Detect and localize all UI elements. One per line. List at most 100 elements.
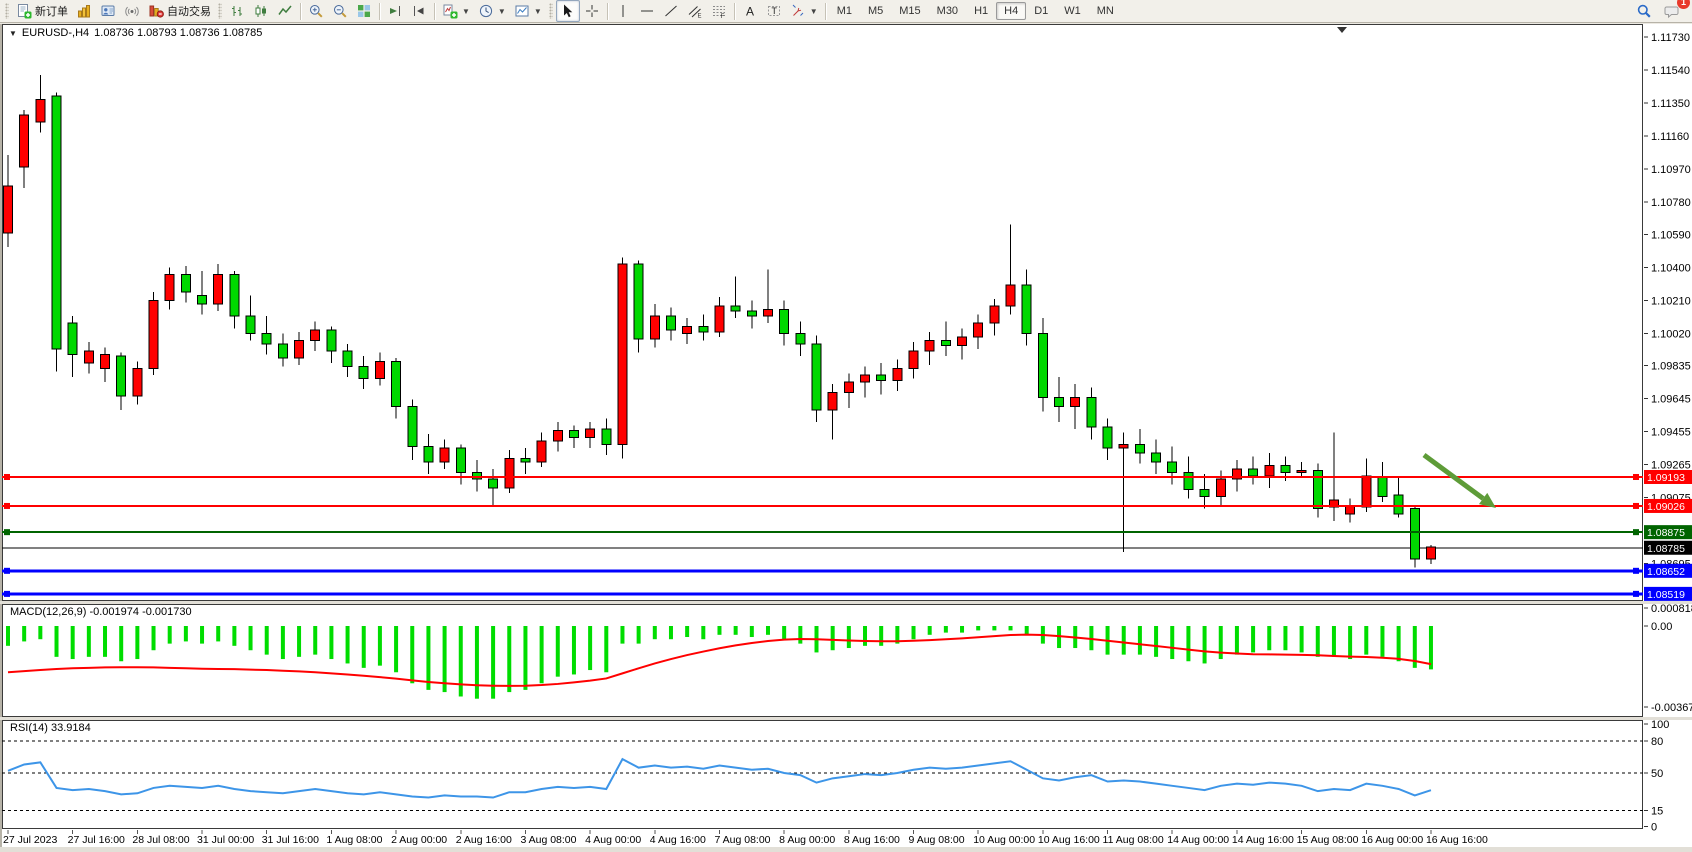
time-axis[interactable]: 27 Jul 2023 27 Jul 16:00 28 Jul 08:00 31 Ju… <box>3 830 1488 846</box>
signals-button[interactable] <box>120 0 144 22</box>
templates-button[interactable]: ▼ <box>510 0 546 22</box>
tf-button-d1[interactable]: D1 <box>1034 5 1049 17</box>
tile-windows-icon <box>358 5 370 17</box>
svg-text:8 Aug 16:00: 8 Aug 16:00 <box>844 834 900 846</box>
macd-bar <box>410 626 415 684</box>
svg-text:10 Aug 16:00: 10 Aug 16:00 <box>1038 834 1100 846</box>
arrows-tool-button[interactable]: ▼ <box>786 0 822 22</box>
macd-bar <box>1348 626 1353 660</box>
line-chart-icon <box>277 3 293 19</box>
macd-bar <box>86 626 91 657</box>
crosshair-icon <box>585 5 598 17</box>
text-label-tool-button[interactable]: T <box>762 0 786 22</box>
macd-bar <box>701 626 706 640</box>
chart-shift-button[interactable] <box>407 0 431 22</box>
candlestick-icon <box>253 3 266 19</box>
toolbar-grip[interactable] <box>218 3 222 19</box>
svg-text:1.09265: 1.09265 <box>1651 460 1691 472</box>
tf-button-mn[interactable]: MN <box>1096 5 1114 17</box>
bar-chart-icon <box>229 3 245 19</box>
text-icon: A <box>746 5 754 19</box>
svg-text:1.09193: 1.09193 <box>1647 472 1685 484</box>
macd-bar <box>846 626 851 649</box>
periods-button[interactable]: ▼ <box>474 0 510 22</box>
svg-text:T: T <box>771 6 777 16</box>
notifications-button[interactable]: 1 <box>1660 0 1690 22</box>
toolbar-grip[interactable] <box>548 3 553 19</box>
line-chart-mode-button[interactable] <box>273 0 297 22</box>
chevron-down-icon: ▼ <box>497 6 506 16</box>
rsi-pane: 100 80 50 15 0 <box>2 719 1669 833</box>
toolbar-separator <box>379 2 380 20</box>
svg-text:1.08519: 1.08519 <box>1647 589 1685 601</box>
tf-button-m1[interactable]: M1 <box>836 5 852 17</box>
down-arrow-annotation[interactable] <box>1422 452 1496 508</box>
macd-bar <box>1428 626 1433 670</box>
macd-bar <box>960 626 965 633</box>
tf-button-m30[interactable]: M30 <box>936 5 959 17</box>
indicators-button[interactable]: ▼ <box>438 0 474 22</box>
svg-text:1.11160: 1.11160 <box>1651 131 1689 143</box>
search-button[interactable] <box>1632 0 1656 22</box>
profiles-button[interactable] <box>96 0 120 22</box>
text-tool-button[interactable]: A <box>738 0 762 22</box>
autotrading-button[interactable]: 自动交易 <box>144 0 215 22</box>
fibonacci-tool-button[interactable]: F <box>707 0 731 22</box>
indicators-icon <box>442 3 458 19</box>
svg-text:1.11540: 1.11540 <box>1651 65 1690 77</box>
macd-bar <box>1380 626 1385 657</box>
svg-text:1.09835: 1.09835 <box>1651 361 1691 373</box>
macd-bar <box>652 626 657 640</box>
chart-canvas[interactable]: 1.11730 1.11540 1.11350 1.11160 1.10970 1.107… <box>0 24 1692 852</box>
tf-button-h1[interactable]: H1 <box>974 5 989 17</box>
symbol-dropdown-icon[interactable]: ▼ <box>9 28 17 38</box>
svg-text:1.09455: 1.09455 <box>1651 427 1691 439</box>
svg-text:16 Aug 16:00: 16 Aug 16:00 <box>1426 834 1488 846</box>
hline-objects[interactable] <box>2 473 1643 597</box>
clock-icon <box>478 3 494 19</box>
text-label-icon: T <box>766 6 782 16</box>
rsi-indicator-label: RSI(14) 33.9184 <box>10 722 91 734</box>
tile-windows-button[interactable] <box>352 0 376 22</box>
horizontal-line-tool-button[interactable] <box>635 0 659 22</box>
toolbar-separator <box>434 2 435 20</box>
channel-tool-button[interactable]: E <box>683 0 707 22</box>
macd-bar <box>976 626 981 631</box>
trendline-tool-button[interactable] <box>659 0 683 22</box>
macd-bar <box>927 626 932 635</box>
tf-button-h4[interactable]: H4 <box>996 2 1027 20</box>
svg-text:1.09645: 1.09645 <box>1651 394 1691 406</box>
zoom-out-button[interactable] <box>328 0 352 22</box>
cursor-tool-button[interactable] <box>555 0 580 22</box>
macd-bar <box>345 626 350 664</box>
tf-button-w1[interactable]: W1 <box>1064 5 1081 17</box>
auto-scroll-button[interactable] <box>383 0 407 22</box>
macd-bar <box>620 626 625 644</box>
svg-text:2 Aug 00:00: 2 Aug 00:00 <box>391 834 447 846</box>
tf-button-m15[interactable]: M15 <box>899 5 921 17</box>
svg-text:27 Jul 2023: 27 Jul 2023 <box>3 834 57 846</box>
chevron-down-icon: ▼ <box>809 6 818 16</box>
bar-chart-mode-button[interactable] <box>225 0 249 22</box>
tf-button-m5[interactable]: M5 <box>867 5 884 17</box>
new-order-button[interactable]: 新订单 <box>12 0 72 22</box>
macd-bar <box>1154 626 1159 657</box>
candlestick-mode-button[interactable] <box>249 0 273 22</box>
macd-bar <box>1364 626 1369 655</box>
macd-bar <box>717 626 722 635</box>
macd-bar <box>1234 626 1239 655</box>
vertical-line-tool-button[interactable] <box>611 0 635 22</box>
macd-bar <box>507 626 512 693</box>
new-chart-button[interactable] <box>72 0 96 22</box>
macd-bar <box>1186 626 1191 662</box>
macd-bar <box>6 626 10 646</box>
toolbar-grip[interactable] <box>5 3 9 19</box>
svg-text:1.10020: 1.10020 <box>1651 329 1691 341</box>
macd-bar <box>151 626 156 651</box>
new-chart-icon <box>76 3 92 19</box>
macd-bar <box>280 626 285 660</box>
zoom-in-button[interactable] <box>304 0 328 22</box>
macd-bar <box>22 626 27 642</box>
crosshair-tool-button[interactable] <box>580 0 604 22</box>
svg-text:1.08652: 1.08652 <box>1647 566 1685 578</box>
